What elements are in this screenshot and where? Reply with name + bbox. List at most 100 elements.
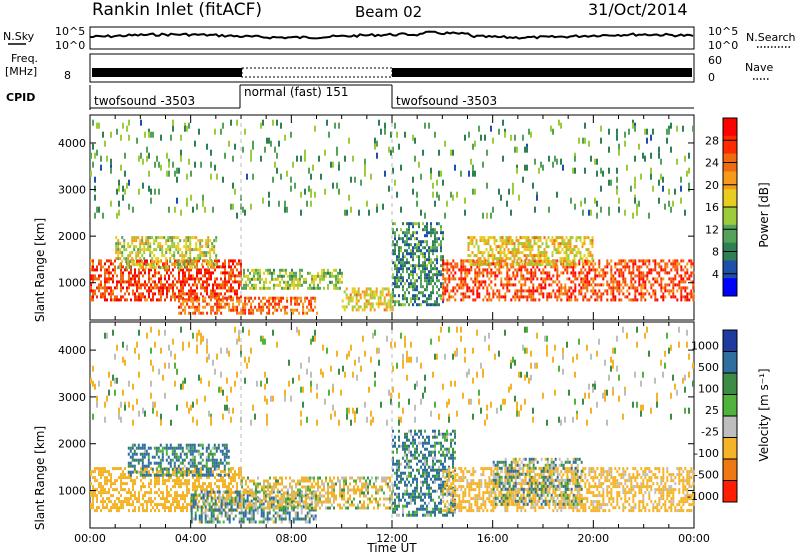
data-cell [222, 503, 224, 507]
data-cell [164, 262, 166, 266]
data-cell [200, 161, 202, 168]
data-cell [489, 254, 492, 258]
data-cell [232, 500, 234, 504]
data-cell [290, 131, 292, 138]
data-cell [350, 206, 352, 213]
data-cell [133, 467, 136, 471]
data-cell [272, 514, 275, 518]
data-cell [183, 260, 186, 264]
data-cell [246, 517, 249, 521]
data-cell [469, 236, 472, 240]
data-cell [529, 263, 532, 267]
data-cell [156, 470, 158, 474]
y-tick-label: 4000 [58, 137, 86, 150]
data-cell [250, 514, 253, 518]
data-cell [142, 485, 144, 489]
data-cell [408, 273, 410, 277]
data-cell [402, 264, 404, 268]
data-cell [244, 128, 246, 135]
data-cell [298, 311, 301, 315]
data-cell [614, 271, 617, 275]
data-cell [574, 271, 577, 275]
data-cell [202, 485, 204, 489]
data-cell [383, 299, 386, 303]
data-cell [222, 286, 224, 290]
data-cell [181, 470, 184, 474]
data-cell [205, 242, 208, 246]
data-cell [167, 461, 170, 465]
data-cell [185, 239, 188, 243]
data-cell [632, 283, 635, 287]
data-cell [536, 286, 539, 290]
data-cell [488, 298, 491, 302]
data-cell [514, 274, 517, 278]
data-cell [196, 271, 198, 275]
data-cell [174, 470, 176, 474]
data-cell [220, 505, 223, 509]
data-cell [304, 296, 307, 300]
data-cell [132, 277, 134, 281]
data-cell [583, 239, 586, 243]
data-cell [498, 298, 501, 302]
data-cell [485, 239, 488, 243]
data-cell [381, 287, 384, 291]
data-cell [546, 298, 549, 302]
data-cell [204, 520, 207, 524]
data-cell [432, 240, 434, 244]
data-cell [274, 302, 277, 306]
data-cell [440, 264, 442, 268]
data-cell [254, 505, 257, 509]
data-cell [238, 520, 241, 524]
data-cell [434, 228, 436, 232]
data-cell [137, 248, 140, 252]
data-cell [130, 497, 132, 501]
data-cell [581, 257, 584, 261]
data-cell [216, 302, 219, 306]
data-cell [142, 497, 144, 501]
data-cell [148, 152, 150, 159]
data-cell [412, 294, 414, 298]
data-cell [533, 254, 536, 258]
data-cell [160, 292, 162, 296]
data-cell [169, 464, 172, 468]
data-cell [163, 236, 166, 240]
data-cell [517, 257, 520, 261]
data-cell [308, 167, 310, 174]
data-cell [279, 283, 281, 287]
data-cell [398, 252, 400, 256]
data-cell [195, 236, 198, 240]
data-cell [285, 283, 287, 287]
data-cell [186, 292, 188, 296]
data-cell [224, 499, 227, 503]
data-cell [200, 467, 202, 471]
data-cell [652, 259, 655, 263]
data-cell [132, 206, 134, 213]
data-cell [496, 259, 499, 263]
data-cell [442, 286, 445, 290]
data-cell [264, 499, 267, 503]
data-cell [508, 188, 510, 195]
data-cell [106, 271, 108, 275]
data-cell [185, 455, 188, 459]
data-cell [523, 260, 526, 264]
data-cell [272, 496, 275, 500]
data-cell [196, 203, 198, 210]
data-cell [238, 473, 240, 477]
data-cell [159, 266, 162, 270]
data-cell [150, 298, 152, 302]
data-cell [213, 266, 216, 270]
data-cell [228, 517, 231, 521]
data-cell [412, 225, 414, 229]
data-cell [291, 283, 293, 287]
data-region [178, 296, 319, 315]
data-cell [406, 237, 408, 241]
data-cell [108, 509, 110, 513]
data-cell [135, 236, 138, 240]
data-cell [119, 242, 122, 246]
data-cell [559, 245, 562, 249]
data-cell [522, 265, 525, 269]
data-cell [202, 194, 204, 201]
data-cell [542, 292, 545, 296]
data-cell [141, 242, 144, 246]
data-cell [444, 140, 446, 147]
